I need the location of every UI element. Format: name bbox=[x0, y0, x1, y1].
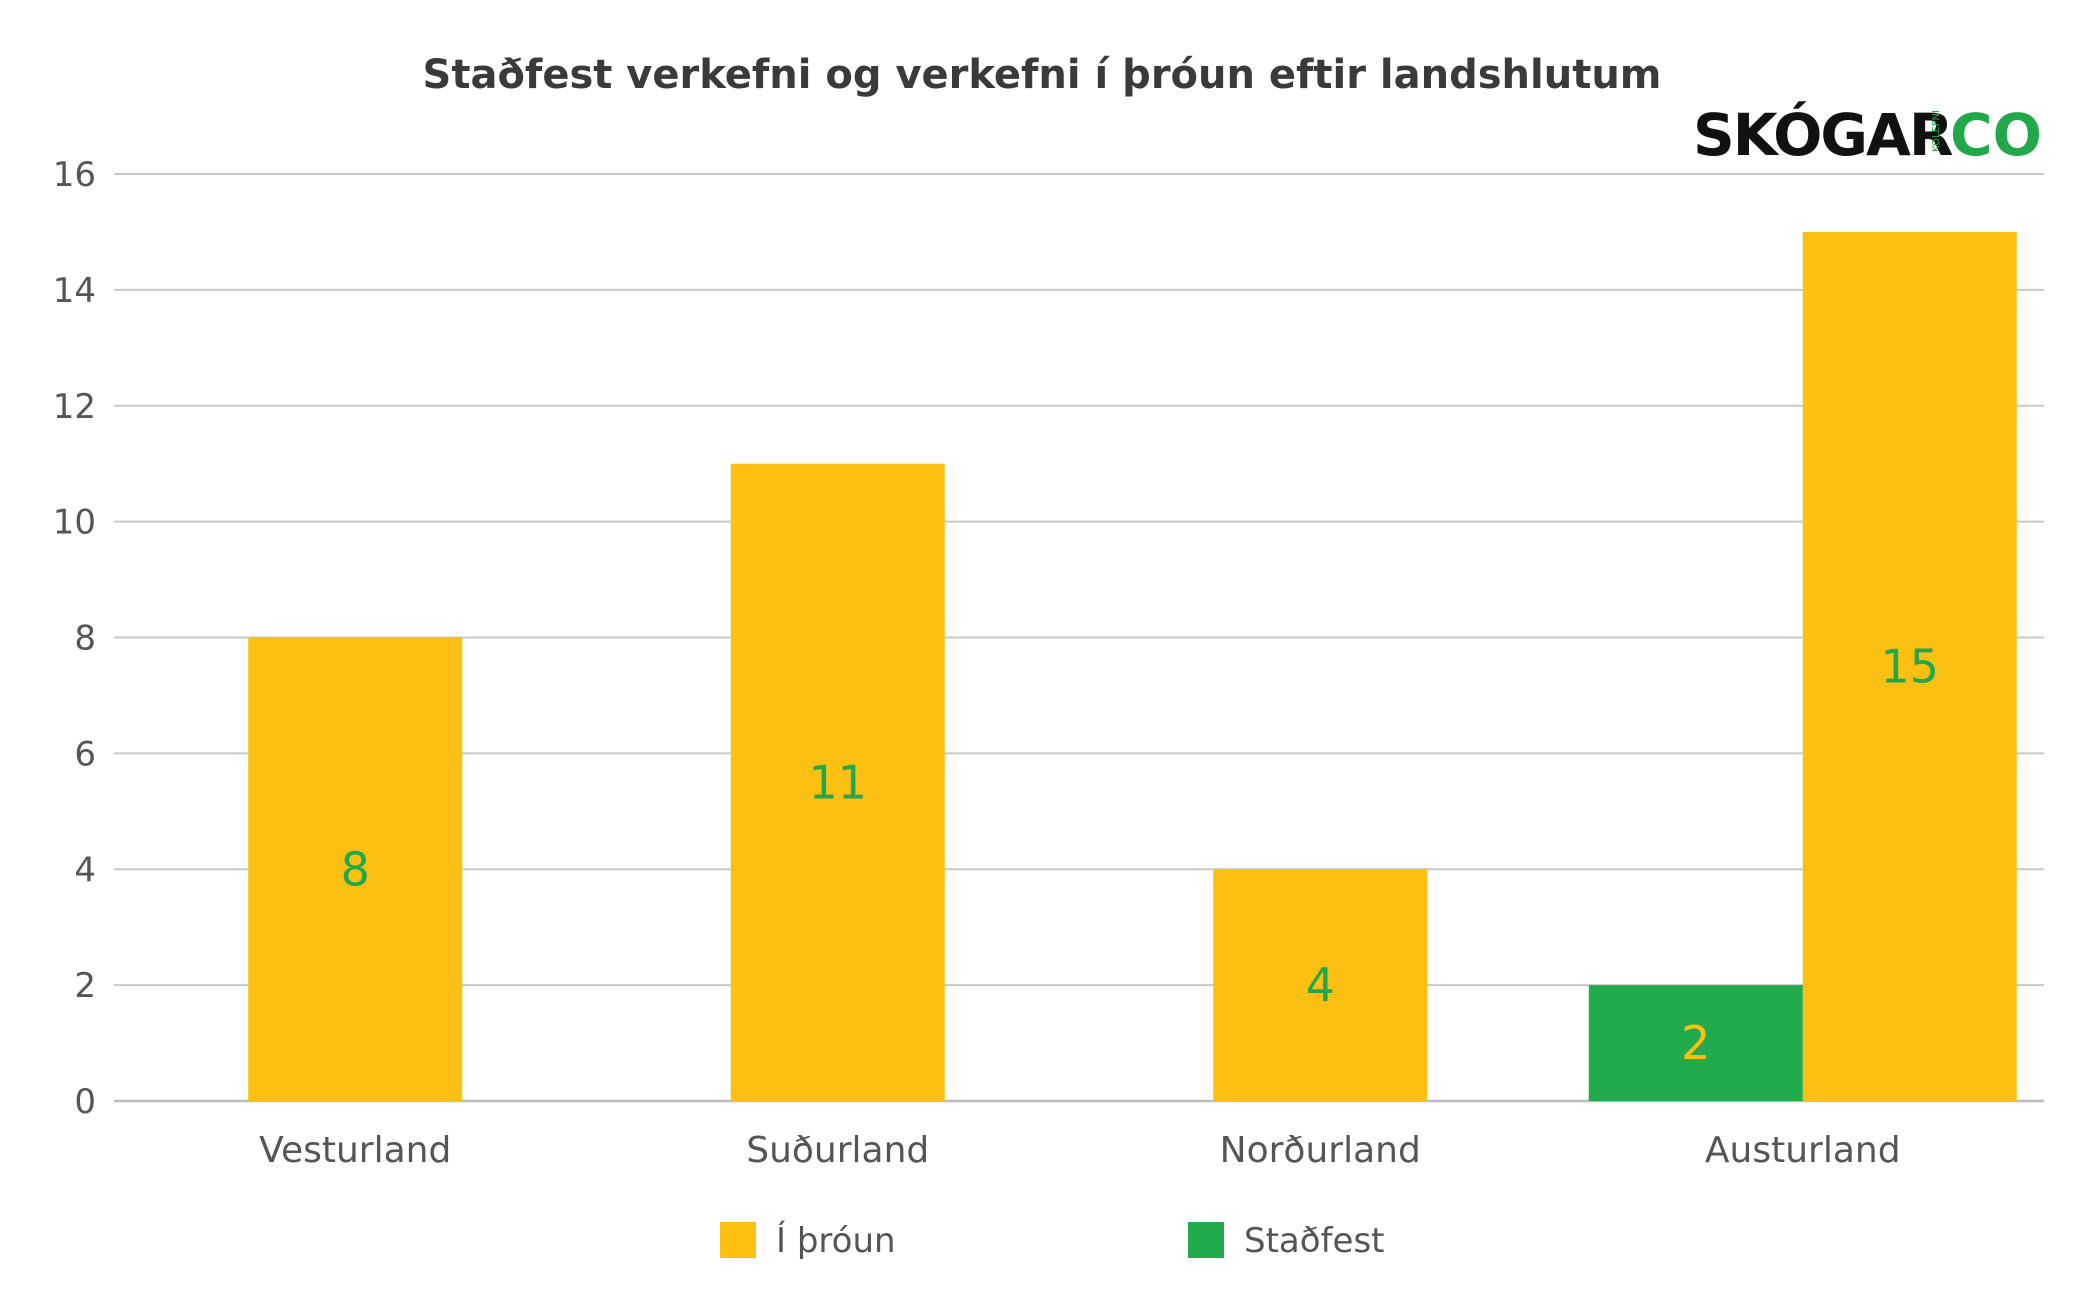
legend-swatch bbox=[720, 1222, 756, 1258]
logo: SKÓGAR KOLEFNI CO bbox=[1693, 100, 2042, 169]
y-tick-label: 2 bbox=[74, 966, 96, 1006]
x-category-label: Austurland bbox=[1705, 1130, 1901, 1171]
bars: 8 11 4 15 2 bbox=[248, 231, 2017, 1101]
x-category-label: Suðurland bbox=[746, 1130, 929, 1171]
legend-swatch bbox=[1188, 1222, 1224, 1258]
y-tick-label: 12 bbox=[53, 387, 96, 427]
logo-text: SKÓGAR bbox=[1693, 100, 1953, 169]
y-axis-ticks: 0 2 4 6 8 10 12 14 16 bbox=[53, 155, 96, 1122]
x-axis-categories: Vesturland Suðurland Norðurland Austurland bbox=[259, 1130, 1900, 1171]
legend: Í þróun Staðfest bbox=[720, 1220, 1384, 1261]
bar-vesturland-i-throun bbox=[248, 637, 463, 1101]
bar-suðurland-i-throun bbox=[730, 463, 945, 1101]
legend-label: Staðfest bbox=[1244, 1221, 1384, 1261]
x-category-label: Vesturland bbox=[259, 1130, 451, 1171]
y-tick-label: 16 bbox=[53, 155, 96, 195]
y-tick-label: 6 bbox=[74, 734, 96, 774]
bar-norðurland-i-throun bbox=[1213, 869, 1428, 1101]
x-category-label: Norðurland bbox=[1220, 1130, 1421, 1171]
bar-value-label: 8 bbox=[341, 842, 370, 896]
chart-title: Staðfest verkefni og verkefni í þróun ef… bbox=[423, 52, 1662, 98]
bar-value-label: 2 bbox=[1681, 1016, 1710, 1070]
y-tick-label: 8 bbox=[74, 619, 96, 659]
logo-co-text: CO bbox=[1950, 101, 2042, 169]
bar-value-label: 11 bbox=[808, 755, 867, 809]
y-tick-label: 10 bbox=[53, 503, 96, 543]
y-tick-label: 14 bbox=[53, 271, 96, 311]
bar-austurland-i-throun bbox=[1802, 231, 2017, 1101]
bar-austurland-stadfest bbox=[1588, 985, 1803, 1101]
bar-value-label: 4 bbox=[1306, 958, 1335, 1012]
y-tick-label: 4 bbox=[74, 850, 96, 890]
logo-small-text: KOLEFNI bbox=[1931, 110, 1942, 152]
bar-value-label: 15 bbox=[1880, 639, 1939, 693]
y-tick-label: 0 bbox=[74, 1082, 96, 1122]
legend-label: Í þróun bbox=[776, 1220, 896, 1261]
